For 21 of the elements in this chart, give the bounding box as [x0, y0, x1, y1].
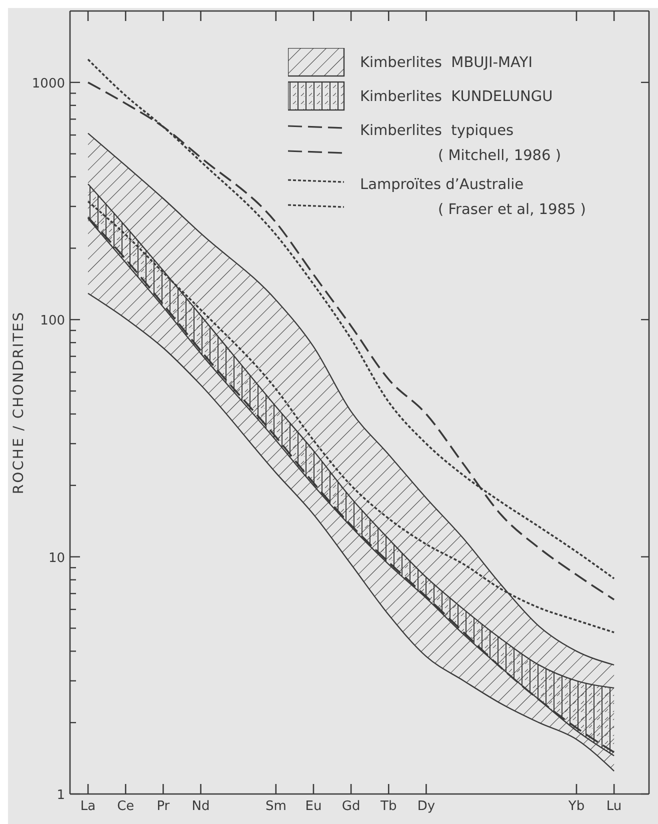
legend-label: Kimberlites KUNDELUNGU	[360, 89, 553, 105]
y-axis-title: ROCHE / CHONDRITES	[10, 310, 27, 494]
x-tick-label: Lu	[606, 799, 622, 814]
line-series	[87, 292, 615, 772]
legend-label: Kimberlites MBUJI-MAYI	[360, 55, 532, 71]
x-tick-label: Tb	[380, 799, 397, 814]
x-tick-label: Gd	[342, 799, 360, 814]
y-tick-label: 100	[40, 314, 65, 329]
x-tick-label: Ce	[117, 799, 134, 814]
x-tick-label: Eu	[305, 799, 322, 814]
legend-label: Lamproïtes d’Australie ( Fraser et al, 1985 )	[360, 177, 586, 218]
x-tick-label: Dy	[417, 799, 436, 814]
x-tick-label: La	[80, 799, 96, 814]
x-tick-label: Sm	[265, 799, 286, 814]
x-tick-label: Yb	[567, 799, 585, 814]
y-tick-label: 1	[56, 788, 65, 803]
y-tick-label: 10	[48, 550, 65, 566]
x-tick-label: Pr	[156, 799, 170, 814]
x-tick-label: Nd	[192, 799, 210, 814]
y-tick-label: 1000	[32, 76, 65, 92]
legend-label: Kimberlites typiques ( Mitchell, 1986 )	[360, 123, 562, 164]
